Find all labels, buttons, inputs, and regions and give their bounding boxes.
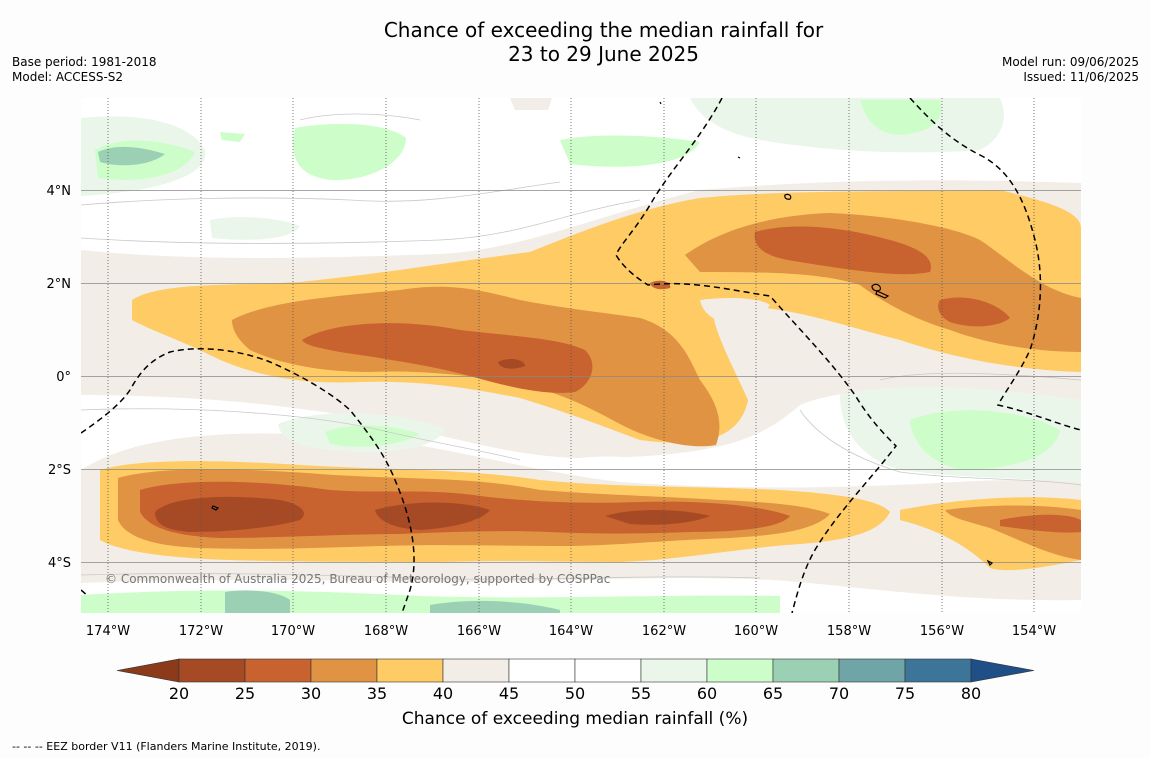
lon-label-156w: 156°W	[920, 624, 964, 639]
colorbar-swatch	[376, 658, 444, 683]
field-band-25-30-north	[302, 323, 593, 393]
green-patch-north-central	[293, 123, 406, 181]
lon-label-174w: 174°W	[86, 624, 130, 639]
copyright-text: © Commonwealth of Australia 2025, Bureau…	[105, 572, 610, 586]
colorbar-extend-low	[116, 658, 180, 683]
map-title: Chance of exceeding the median rainfall …	[0, 18, 1150, 66]
base-info: Base period: 1981-2018 Model: ACCESS-S2	[12, 55, 157, 85]
base-period: Base period: 1981-2018	[12, 55, 157, 69]
colorbar-tick-label: 75	[895, 684, 915, 703]
colorbar-extend-high	[970, 658, 1035, 683]
field-hole-north	[455, 149, 477, 163]
colorbar-swatch	[178, 658, 246, 683]
title-line-1: Chance of exceeding the median rainfall …	[383, 18, 824, 42]
colorbar-tick-label: 45	[499, 684, 519, 703]
field-speck-162w	[650, 280, 671, 290]
lon-label-168w: 168°W	[364, 624, 408, 639]
issued-date: Issued: 11/06/2025	[1023, 70, 1139, 84]
teal-patch-bottom-center	[430, 600, 560, 613]
colorbar-swatch	[244, 658, 312, 683]
field-band-25-30-far-east	[1000, 514, 1081, 533]
map-field: © Commonwealth of Australia 2025, Bureau…	[81, 98, 1081, 613]
lon-label-170w: 170°W	[271, 624, 315, 639]
lon-label-158w: 158°W	[827, 624, 871, 639]
model-name: Model: ACCESS-S2	[12, 70, 124, 84]
field-band-20-25-south-east	[605, 510, 710, 525]
lat-labels: 4°N 2°N 0° 2°S 4°S	[47, 184, 72, 571]
lat-label-4s: 4°S	[48, 556, 71, 571]
field-patch-top	[510, 98, 552, 110]
colorbar-swatch	[772, 658, 840, 683]
field-hole-central	[700, 297, 770, 324]
colorbar-swatch	[574, 658, 642, 683]
lon-label-162w: 162°W	[642, 624, 686, 639]
colorbar-swatch	[838, 658, 906, 683]
green-patch-north-east	[560, 135, 700, 167]
colorbar-tick-label: 60	[697, 684, 717, 703]
run-info: Model run: 09/06/2025 Issued: 11/06/2025	[1002, 55, 1139, 85]
colorbar-tick-label: 80	[961, 684, 981, 703]
lon-label-166w: 166°W	[457, 624, 501, 639]
field-band-25-30-east	[938, 297, 1010, 327]
lon-label-160w: 160°W	[734, 624, 778, 639]
lon-label-172w: 172°W	[179, 624, 223, 639]
islands	[211, 101, 994, 567]
green-core-equator-west	[325, 425, 420, 447]
colorbar-swatch	[640, 658, 708, 683]
field-band-25-30-north-east	[754, 226, 931, 275]
colorbar-swatch	[706, 658, 774, 683]
colorbar-tick-label: 35	[367, 684, 387, 703]
colorbar-swatch	[904, 658, 972, 683]
colorbar-tick-label: 30	[301, 684, 321, 703]
colorbar-tick-label: 50	[565, 684, 585, 703]
green-core-east	[910, 410, 1060, 470]
eez-footnote: -- -- -- EEZ border V11 (Flanders Marine…	[12, 740, 321, 753]
field-band-20-25-north	[498, 359, 525, 369]
field-band-20-25-south-west	[155, 496, 304, 532]
colorbar-tick-label: 20	[169, 684, 189, 703]
lon-label-164w: 164°W	[549, 624, 593, 639]
lon-labels: 174°W 172°W 170°W 168°W 166°W 164°W 162°…	[86, 624, 1056, 639]
green-speck-north	[220, 132, 245, 142]
eez-borders	[81, 98, 1081, 613]
lat-label-4n: 4°N	[47, 184, 72, 199]
field-band-20-25-south-central	[375, 502, 490, 530]
teal-patch-bottom-west	[225, 590, 290, 613]
colorbar-swatch	[442, 658, 510, 683]
title-line-2: 23 to 29 June 2025	[508, 42, 699, 66]
contour-lines	[81, 113, 1081, 580]
model-run: Model run: 09/06/2025	[1001, 55, 1139, 69]
colorbar-swatch	[508, 658, 576, 683]
colorbar-tick-label: 70	[829, 684, 849, 703]
colorbar-tick-label: 55	[631, 684, 651, 703]
lat-label-2n: 2°N	[47, 277, 72, 292]
lon-gridlines	[107, 98, 1035, 613]
colorbar-tick-label: 25	[235, 684, 255, 703]
lat-gridlines	[81, 190, 1081, 563]
teal-core-nw	[98, 146, 165, 166]
colorbar-tick-label: 40	[433, 684, 453, 703]
lat-label-2s: 2°S	[48, 463, 71, 478]
colorbar: 20 25 30 35 40 45 50 55 60 65 70 75 80	[116, 658, 1035, 703]
colorbar-swatch	[310, 658, 378, 683]
lat-label-0: 0°	[56, 370, 71, 385]
colorbar-tick-label: 65	[763, 684, 783, 703]
green-patch-mid-west	[210, 217, 300, 240]
colorbar-label: Chance of exceeding median rainfall (%)	[401, 709, 749, 729]
lon-label-154w: 154°W	[1012, 624, 1056, 639]
